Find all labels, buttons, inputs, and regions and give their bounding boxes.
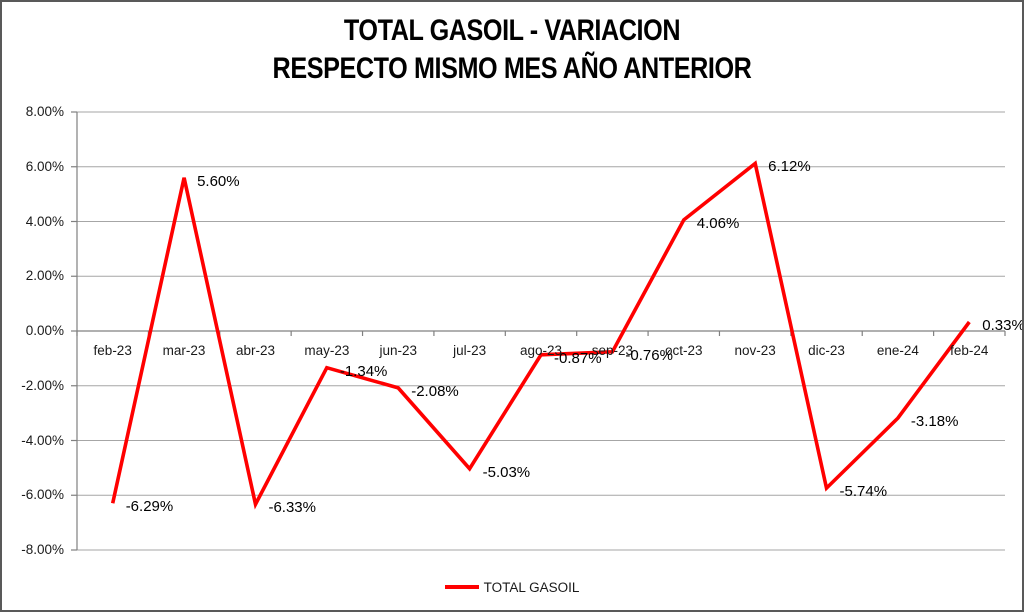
series-line-total-gasoil bbox=[110, 160, 971, 510]
legend: TOTAL GASOIL bbox=[2, 578, 1022, 596]
legend-line-swatch bbox=[444, 585, 479, 589]
chart-title: TOTAL GASOIL - VARIACION RESPECTO MISMO … bbox=[2, 12, 1022, 88]
chart-title-line2: RESPECTO MISMO MES AÑO ANTERIOR bbox=[272, 52, 752, 85]
legend-label: TOTAL GASOIL bbox=[483, 579, 580, 595]
chart-title-line1: TOTAL GASOIL - VARIACION bbox=[343, 14, 681, 47]
